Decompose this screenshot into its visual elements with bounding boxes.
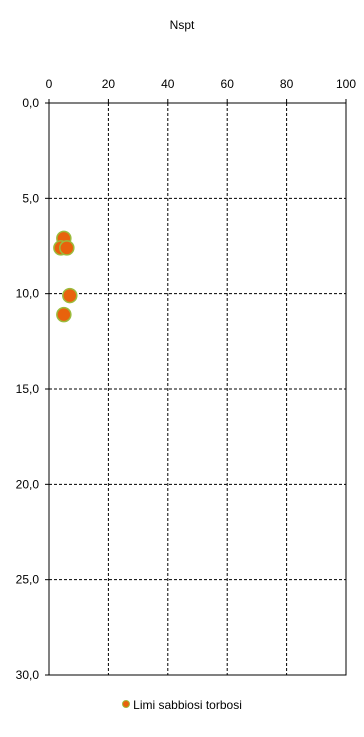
x-tick-label: 0 — [46, 77, 53, 91]
x-tick-label: 40 — [161, 77, 175, 91]
legend-marker-icon — [122, 700, 131, 708]
x-tick-label: 80 — [280, 77, 294, 91]
y-tick-label: 20,0 — [16, 477, 40, 491]
data-point — [62, 287, 78, 304]
y-tick-label: 0,0 — [22, 96, 39, 110]
legend-label: Limi sabbiosi torbosi — [133, 698, 242, 712]
x-tick-label: 20 — [102, 77, 116, 91]
chart-title: Nspt — [169, 18, 195, 32]
data-points — [53, 230, 78, 323]
legend: Limi sabbiosi torbosi — [0, 698, 364, 712]
y-tick-label: 15,0 — [16, 382, 40, 396]
axis-ticks: 0 20 40 60 80 100 0,0 5,0 10,0 15,0 20,0 25,0 30,0 — [16, 77, 357, 682]
y-tick-label: 25,0 — [16, 573, 40, 587]
data-point — [59, 240, 75, 256]
x-tick-label: 100 — [336, 77, 356, 91]
y-tick-label: 5,0 — [22, 191, 39, 205]
y-tick-label: 10,0 — [16, 287, 40, 301]
x-tick-label: 60 — [221, 77, 235, 91]
data-point — [56, 306, 72, 323]
y-tick-label: 30,0 — [16, 668, 40, 682]
grid-lines — [49, 103, 346, 675]
